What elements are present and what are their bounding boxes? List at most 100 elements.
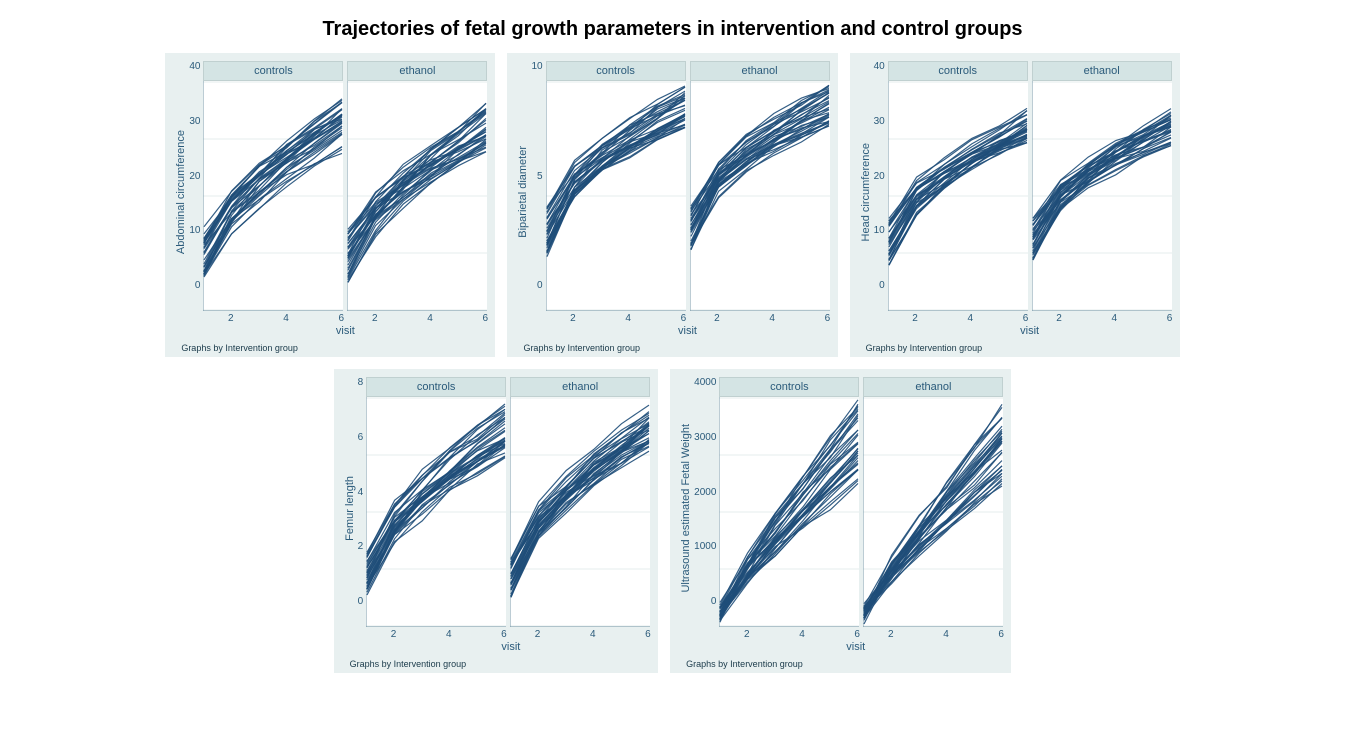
xticks: 2 4 6 [888, 311, 1028, 323]
ytick: 0 [694, 596, 716, 607]
xlabel: visit [372, 639, 651, 655]
xtick: 2 [372, 313, 378, 324]
plot-fl-controls [366, 397, 506, 627]
xtick: 4 [967, 313, 973, 324]
panel-hc: Head circumference403020100controls246et… [850, 53, 1180, 357]
xticks: 246 [546, 311, 686, 323]
xtick: 4 [446, 629, 452, 640]
xticks: 246 [719, 627, 859, 639]
xlabel: visit [888, 323, 1172, 339]
yticks-efw: 40003000200010000 [694, 377, 719, 607]
xlabel: visit [545, 323, 829, 339]
xtick: 4 [1111, 313, 1117, 324]
subpanel-efw-ethanol: ethanol246 [863, 377, 1003, 639]
ytick: 40 [874, 61, 885, 72]
plot-bpd-ethanol [690, 81, 830, 311]
xtick: 2 [714, 313, 720, 324]
xtick: 2 [744, 629, 750, 640]
xtick: 4 [427, 313, 433, 324]
xticks: 246 [690, 311, 830, 323]
trajectory-line [1033, 121, 1171, 248]
xtick: 2 [391, 629, 397, 640]
subpanel-fl-ethanol: ethanol246 [510, 377, 650, 639]
ytick: 4 [358, 487, 364, 498]
xticks: 2 4 6 [347, 311, 487, 323]
ylabel-hc: Head circumference [858, 143, 874, 241]
subpanel-header: ethanol [347, 61, 487, 81]
ytick: 30 [874, 116, 885, 127]
trajectory-line [889, 136, 1027, 239]
trajectory-line [547, 95, 685, 243]
charts-grid: Abdominal circumference403020100controls… [10, 53, 1335, 673]
trajectory-line [889, 139, 1027, 265]
ytick: 20 [874, 171, 885, 182]
trajectory-line [864, 470, 1002, 615]
xlabel: visit [203, 323, 487, 339]
trajectory-line [511, 425, 649, 598]
plot-ac-controls [203, 81, 343, 311]
subpanel-header: controls [366, 377, 506, 397]
ytick: 5 [531, 171, 542, 182]
xtick: 4 [625, 313, 631, 324]
trajectory-line [1033, 122, 1171, 244]
trajectory-line [511, 431, 649, 588]
xtick: 4 [943, 629, 949, 640]
subpanel-hc-controls: controls 2 4 6 [888, 61, 1028, 323]
page-title: Trajectories of fetal growth parameters … [10, 18, 1335, 41]
panel-bpd: Biparietal diameter1050controls246ethano… [507, 53, 837, 357]
trajectory-line [720, 470, 858, 615]
xtick: 2 [912, 313, 918, 324]
panel-caption: Graphs by Intervention group [173, 339, 487, 353]
trajectory-line [720, 461, 858, 620]
plot-hc-ethanol [1032, 81, 1172, 311]
ytick: 30 [189, 116, 200, 127]
trajectory-line [348, 120, 486, 257]
trajectory-line [720, 470, 858, 616]
xtick: 6 [482, 313, 488, 324]
subpanel-bpd-controls: controls246 [546, 61, 686, 323]
subpanel-ac-ethanol: ethanol 2 4 6 [347, 61, 487, 323]
xticks: 246 [1032, 311, 1172, 323]
subpanel-ac-controls: controls246 [203, 61, 343, 323]
subpanel-bpd-ethanol: ethanol246 [690, 61, 830, 323]
panel-caption: Graphs by Intervention group [678, 655, 1003, 669]
ytick: 0 [358, 596, 364, 607]
xtick: 4 [283, 313, 289, 324]
yticks-bpd: 1050 [531, 61, 545, 291]
trajectory-line [547, 99, 685, 233]
ylabel-fl: Femur length [342, 476, 358, 541]
plot-efw-controls [719, 397, 859, 627]
trajectory-line [511, 426, 649, 589]
ytick: 20 [189, 171, 200, 182]
ytick: 40 [189, 61, 200, 72]
xtick: 6 [1023, 313, 1029, 324]
yticks-ac: 403020100 [189, 61, 203, 291]
subpanel-header: controls [719, 377, 859, 397]
subpanel-header: ethanol [690, 61, 830, 81]
ytick: 2 [358, 541, 364, 552]
subpanel-header: controls [203, 61, 343, 81]
xtick: 4 [769, 313, 775, 324]
subpanel-hc-ethanol: ethanol 246 [1032, 61, 1172, 323]
ylabel-efw: Ultrasound estimated Fetal Weight [678, 424, 694, 593]
ytick: 0 [189, 280, 200, 291]
yticks-hc: 403020100 [874, 61, 888, 291]
subpanel-header: ethanol [510, 377, 650, 397]
panel-caption: Graphs by Intervention group [515, 339, 829, 353]
plot-efw-ethanol [863, 397, 1003, 627]
plot-hc-controls [888, 81, 1028, 311]
ytick: 3000 [694, 432, 716, 443]
trajectory-line [367, 424, 505, 590]
ytick: 8 [358, 377, 364, 388]
subpanel-header: controls [888, 61, 1028, 81]
xtick: 2 [535, 629, 541, 640]
xtick: 2 [228, 313, 234, 324]
xtick: 4 [590, 629, 596, 640]
xlabel: visit [708, 639, 1003, 655]
xticks: 246 [366, 627, 506, 639]
plot-ac-ethanol [347, 81, 487, 311]
trajectory-line [511, 441, 649, 579]
subpanel-header: ethanol [1032, 61, 1172, 81]
xtick: 4 [799, 629, 805, 640]
plot-fl-ethanol [510, 397, 650, 627]
